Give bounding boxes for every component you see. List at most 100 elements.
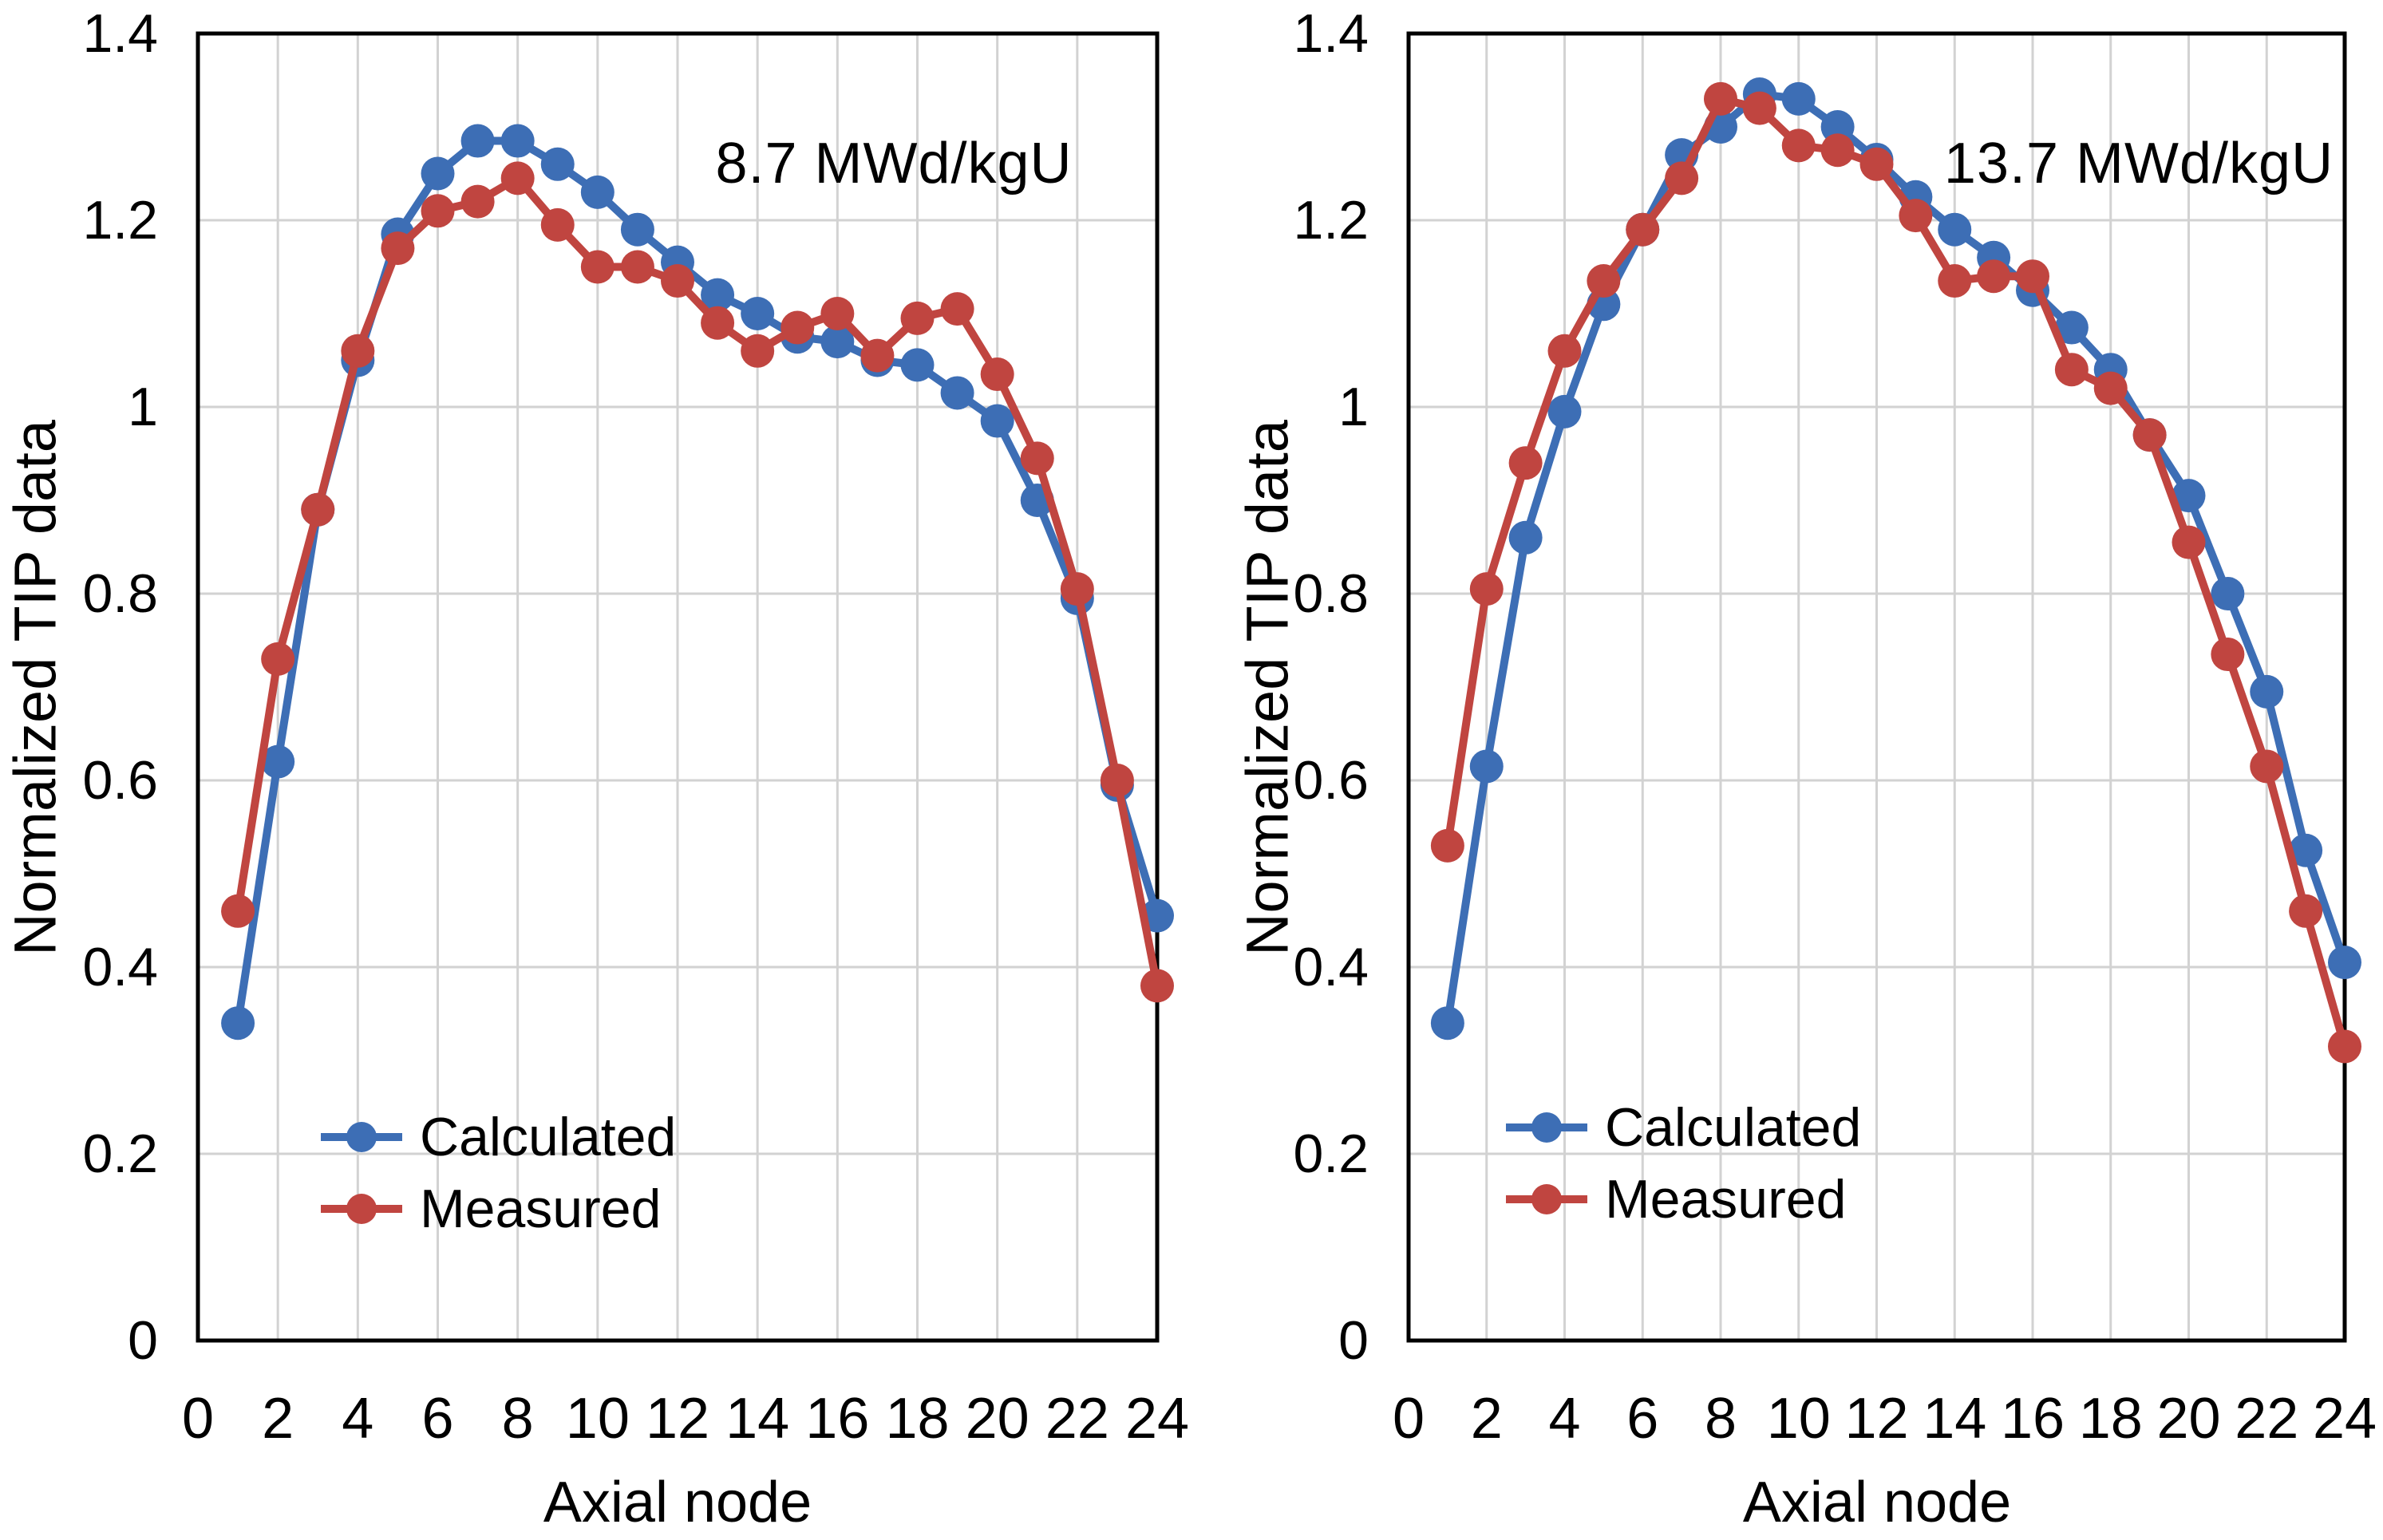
calculated-legend-marker-icon <box>321 1122 402 1152</box>
data-point-calculated-chart1 <box>2250 674 2284 709</box>
data-point-calculated-chart1 <box>1547 394 1582 428</box>
data-point-measured-chart1 <box>2016 259 2049 294</box>
data-point-measured-chart0 <box>741 334 775 368</box>
chart0-legend-item-calculated: Calculated <box>319 1101 676 1173</box>
chart1-legend-label-measured: Measured <box>1605 1169 1847 1230</box>
chart0-legend: Calculated Measured <box>319 1101 676 1245</box>
x-tick-label: 22 <box>1045 1387 1109 1451</box>
data-point-measured-chart1 <box>1742 91 1776 125</box>
x-tick-label: 10 <box>566 1387 630 1451</box>
data-point-calculated-chart0 <box>940 376 974 410</box>
data-point-measured-chart0 <box>301 492 335 527</box>
data-point-measured-chart0 <box>1140 969 1174 1003</box>
x-tick-label: 24 <box>1125 1387 1189 1451</box>
data-point-measured-chart0 <box>1020 441 1054 476</box>
data-point-calculated-chart0 <box>701 278 735 312</box>
data-point-measured-chart1 <box>1547 334 1582 368</box>
chart1-x-axis-title: Axial node <box>1742 1471 2012 1534</box>
series-line-calculated-chart1 <box>1443 90 2349 1024</box>
y-tick-label: 1 <box>128 377 158 437</box>
x-tick-label: 14 <box>1923 1387 1986 1451</box>
chart0-legend-label-measured: Measured <box>420 1179 662 1239</box>
data-point-calculated-chart0 <box>900 348 935 382</box>
data-point-measured-chart1 <box>1899 199 1933 233</box>
data-point-measured-chart1 <box>2093 371 2128 405</box>
chart0-title: 8.7 MWd/kgU <box>715 132 1073 195</box>
data-point-measured-chart0 <box>701 306 735 340</box>
series-line-measured-chart1 <box>1443 94 2349 1048</box>
chart0-y-axis-title: Normalized TIP data <box>2 420 69 956</box>
x-tick-label: 8 <box>1705 1387 1737 1451</box>
data-point-calculated-chart0 <box>421 156 455 191</box>
plot-border <box>1406 31 2347 1343</box>
data-point-calculated-chart0 <box>741 297 775 330</box>
x-tick-label: 2 <box>262 1387 294 1451</box>
chart1-title: 13.7 MWd/kgU <box>1943 132 2334 195</box>
y-tick-label: 1 <box>1338 377 1369 437</box>
measured-legend-marker-icon <box>1506 1184 1587 1214</box>
data-point-measured-chart0 <box>341 334 375 368</box>
y-tick-label: 0.2 <box>82 1123 158 1184</box>
data-point-measured-chart1 <box>2250 749 2284 784</box>
data-point-measured-chart0 <box>1060 572 1094 606</box>
data-point-measured-chart0 <box>261 642 295 676</box>
data-point-measured-chart0 <box>460 184 495 219</box>
x-tick-label: 6 <box>421 1387 453 1451</box>
data-point-calculated-chart0 <box>580 175 615 209</box>
x-tick-label: 10 <box>1767 1387 1831 1451</box>
data-point-measured-chart1 <box>2289 894 2323 928</box>
data-point-measured-chart1 <box>2172 525 2206 559</box>
y-tick-label: 0.8 <box>1293 563 1369 624</box>
data-point-calculated-chart0 <box>540 147 575 181</box>
data-point-measured-chart0 <box>620 250 654 284</box>
data-point-measured-chart1 <box>1469 572 1504 606</box>
data-point-measured-chart0 <box>221 894 255 928</box>
y-tick-label: 0.4 <box>82 937 158 997</box>
y-tick-label: 1.2 <box>1293 190 1369 251</box>
x-tick-label: 12 <box>646 1387 709 1451</box>
y-tick-label: 0.8 <box>82 563 158 624</box>
data-point-measured-chart0 <box>500 161 535 195</box>
data-point-calculated-chart1 <box>2211 577 2245 610</box>
data-point-calculated-chart1 <box>1820 110 1855 144</box>
y-tick-label: 1.4 <box>82 3 158 64</box>
data-point-measured-chart0 <box>421 194 455 228</box>
x-tick-label: 16 <box>805 1387 869 1451</box>
chart1-legend-label-calculated: Calculated <box>1605 1097 1862 1158</box>
chart1-legend: Calculated Measured <box>1504 1092 1861 1235</box>
data-point-measured-chart0 <box>980 357 1014 392</box>
plot-border <box>196 31 1160 1343</box>
data-point-measured-chart1 <box>1781 128 1816 163</box>
data-point-measured-chart0 <box>1100 764 1134 797</box>
data-point-calculated-chart0 <box>620 212 654 247</box>
chart1-y-axis-title: Normalized TIP data <box>1234 420 1301 956</box>
x-tick-label: 22 <box>2235 1387 2298 1451</box>
data-point-measured-chart1 <box>1704 81 1737 116</box>
data-point-measured-chart0 <box>940 292 974 326</box>
data-point-measured-chart0 <box>820 297 855 330</box>
series-line-calculated-chart0 <box>234 136 1161 1024</box>
y-tick-label: 0.2 <box>1293 1123 1369 1184</box>
y-tick-label: 1.4 <box>1293 3 1369 64</box>
data-point-calculated-chart0 <box>221 1006 255 1040</box>
x-tick-label: 0 <box>1393 1387 1425 1451</box>
chart0-x-axis-title: Axial node <box>543 1471 812 1534</box>
x-tick-label: 16 <box>2001 1387 2065 1451</box>
data-point-calculated-chart0 <box>500 124 535 158</box>
data-point-measured-chart0 <box>580 250 615 284</box>
data-point-measured-chart1 <box>2054 353 2089 387</box>
data-point-calculated-chart1 <box>2054 310 2089 345</box>
data-point-measured-chart1 <box>2328 1029 2361 1064</box>
y-tick-label: 1.2 <box>82 190 158 251</box>
data-point-measured-chart1 <box>1665 161 1699 195</box>
data-point-measured-chart1 <box>1859 147 1894 181</box>
y-tick-label: 0.4 <box>1293 937 1369 997</box>
data-point-measured-chart0 <box>661 264 694 298</box>
data-point-measured-chart1 <box>2211 638 2245 672</box>
data-point-calculated-chart1 <box>1430 1006 1464 1040</box>
data-point-calculated-chart1 <box>1469 749 1504 784</box>
x-tick-label: 2 <box>1471 1387 1503 1451</box>
x-tick-label: 20 <box>966 1387 1029 1451</box>
data-point-measured-chart1 <box>1587 264 1621 298</box>
